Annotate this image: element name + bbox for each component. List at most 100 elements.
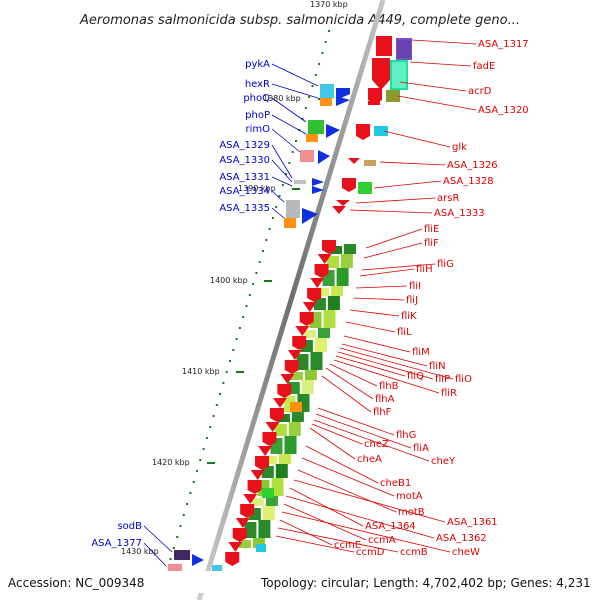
position-dot bbox=[192, 481, 195, 483]
position-dot bbox=[271, 217, 274, 219]
gene-label: fliP bbox=[435, 374, 450, 385]
gene-arrow bbox=[243, 494, 258, 504]
tick-label: 1390 kbp bbox=[238, 184, 276, 193]
gene-arrow bbox=[287, 350, 302, 360]
gene-asa-1317-shadow bbox=[397, 40, 411, 58]
position-dot bbox=[255, 272, 258, 274]
gene-arrow bbox=[262, 432, 277, 446]
gene-arrow bbox=[299, 312, 314, 326]
tick-label: 1370 kbp bbox=[310, 0, 348, 9]
gene-label: flhF bbox=[373, 407, 392, 418]
gene-label: fliN bbox=[429, 361, 446, 372]
gene-label: fliK bbox=[401, 311, 417, 322]
gene-glk-arrow bbox=[356, 124, 370, 140]
gene-sodb-box bbox=[174, 550, 190, 560]
leader-line bbox=[309, 427, 356, 460]
leader-line bbox=[355, 285, 408, 289]
gene-label: arsR bbox=[437, 193, 459, 204]
gene-arrow bbox=[273, 398, 288, 408]
gene-asa-1320-line bbox=[368, 101, 380, 105]
gene-label: fliR bbox=[441, 388, 457, 399]
leader-line bbox=[289, 487, 364, 527]
gene-label: ASA_1317 bbox=[478, 39, 529, 50]
gene-box bbox=[296, 354, 309, 370]
leader-line bbox=[315, 413, 412, 449]
gene-asa-1331-arrow2 bbox=[312, 186, 324, 194]
leader-line bbox=[325, 367, 374, 400]
gene-label: phoP bbox=[245, 110, 270, 121]
leader-line bbox=[361, 263, 436, 271]
gene-glk-box bbox=[374, 126, 388, 136]
gene-box bbox=[301, 380, 314, 394]
position-dot bbox=[265, 239, 268, 241]
gene-label: ccmD bbox=[356, 547, 385, 558]
leader-line bbox=[301, 457, 395, 497]
tick-label: 1430 kbp bbox=[121, 547, 159, 556]
gene-label: ASA_1331 bbox=[219, 172, 270, 183]
position-dot bbox=[199, 459, 202, 461]
gene-label: acrD bbox=[468, 86, 492, 97]
leader-line bbox=[143, 542, 167, 567]
position-dot bbox=[232, 349, 235, 351]
position-dot bbox=[212, 415, 215, 417]
leader-line bbox=[329, 363, 378, 387]
gene-arrow bbox=[317, 254, 332, 264]
gene-arrow bbox=[235, 518, 250, 528]
gene-box bbox=[326, 256, 339, 268]
map-title: Aeromonas salmonicida subsp. salmonicida… bbox=[79, 13, 520, 28]
gene-label: cheA bbox=[357, 454, 382, 465]
position-dot bbox=[285, 173, 288, 175]
gene-arrow bbox=[269, 408, 284, 422]
leader-line bbox=[333, 359, 440, 394]
leader-line bbox=[271, 63, 319, 87]
gene-asa-1331-arrow bbox=[312, 178, 324, 186]
gene-fade-arrow bbox=[372, 58, 390, 90]
gene-label: pykA bbox=[245, 59, 270, 70]
gene-asa-1334-box bbox=[286, 200, 300, 218]
gene-asa-1317 bbox=[376, 36, 392, 56]
gene-box bbox=[288, 422, 301, 436]
gene-acrd-arrow bbox=[368, 88, 382, 104]
leader-line bbox=[143, 525, 173, 553]
position-dot bbox=[222, 382, 225, 384]
gene-rimo-box bbox=[300, 150, 314, 162]
position-dot bbox=[205, 437, 208, 439]
gene-arrow bbox=[247, 480, 262, 494]
gene-acrd-box bbox=[386, 90, 400, 102]
gene-label: motA bbox=[396, 491, 423, 502]
gene-label: sodB bbox=[117, 521, 142, 532]
gene-label: cheY bbox=[431, 456, 456, 467]
position-dot bbox=[169, 558, 172, 560]
gene-label: ASA_1320 bbox=[478, 105, 529, 116]
leader-line bbox=[281, 511, 451, 553]
gene-label: ASA_1335 bbox=[219, 203, 270, 214]
leader-line bbox=[311, 423, 363, 445]
gene-features-right bbox=[332, 36, 412, 214]
gene-label: ccmE bbox=[334, 540, 361, 551]
leader-line bbox=[353, 297, 405, 301]
gene-pyka-box bbox=[320, 84, 334, 98]
gene-arrow bbox=[284, 360, 299, 374]
gene-box bbox=[265, 496, 278, 506]
gene-label: fliA bbox=[413, 443, 429, 454]
leader-line bbox=[397, 95, 477, 111]
gene-arrow bbox=[265, 422, 280, 432]
position-dot bbox=[291, 151, 294, 153]
gene-box bbox=[304, 370, 317, 380]
summary-text: Topology: circular; Length: 4,702,402 bp… bbox=[260, 576, 591, 590]
gene-box bbox=[336, 268, 349, 286]
gene-label: ASA_1329 bbox=[219, 140, 270, 151]
gene-box bbox=[252, 538, 265, 548]
position-dot bbox=[202, 448, 205, 450]
gene-arrow bbox=[314, 264, 329, 278]
leader-line bbox=[355, 197, 436, 204]
gene-box bbox=[314, 338, 327, 352]
gene-asa-1329-box bbox=[294, 180, 306, 184]
leader-line bbox=[279, 519, 333, 546]
leader-line bbox=[271, 159, 293, 183]
leader-line bbox=[359, 268, 415, 277]
gene-label: ASA_1362 bbox=[436, 533, 487, 544]
gene-arrow bbox=[280, 374, 295, 384]
gene-box bbox=[258, 520, 271, 538]
